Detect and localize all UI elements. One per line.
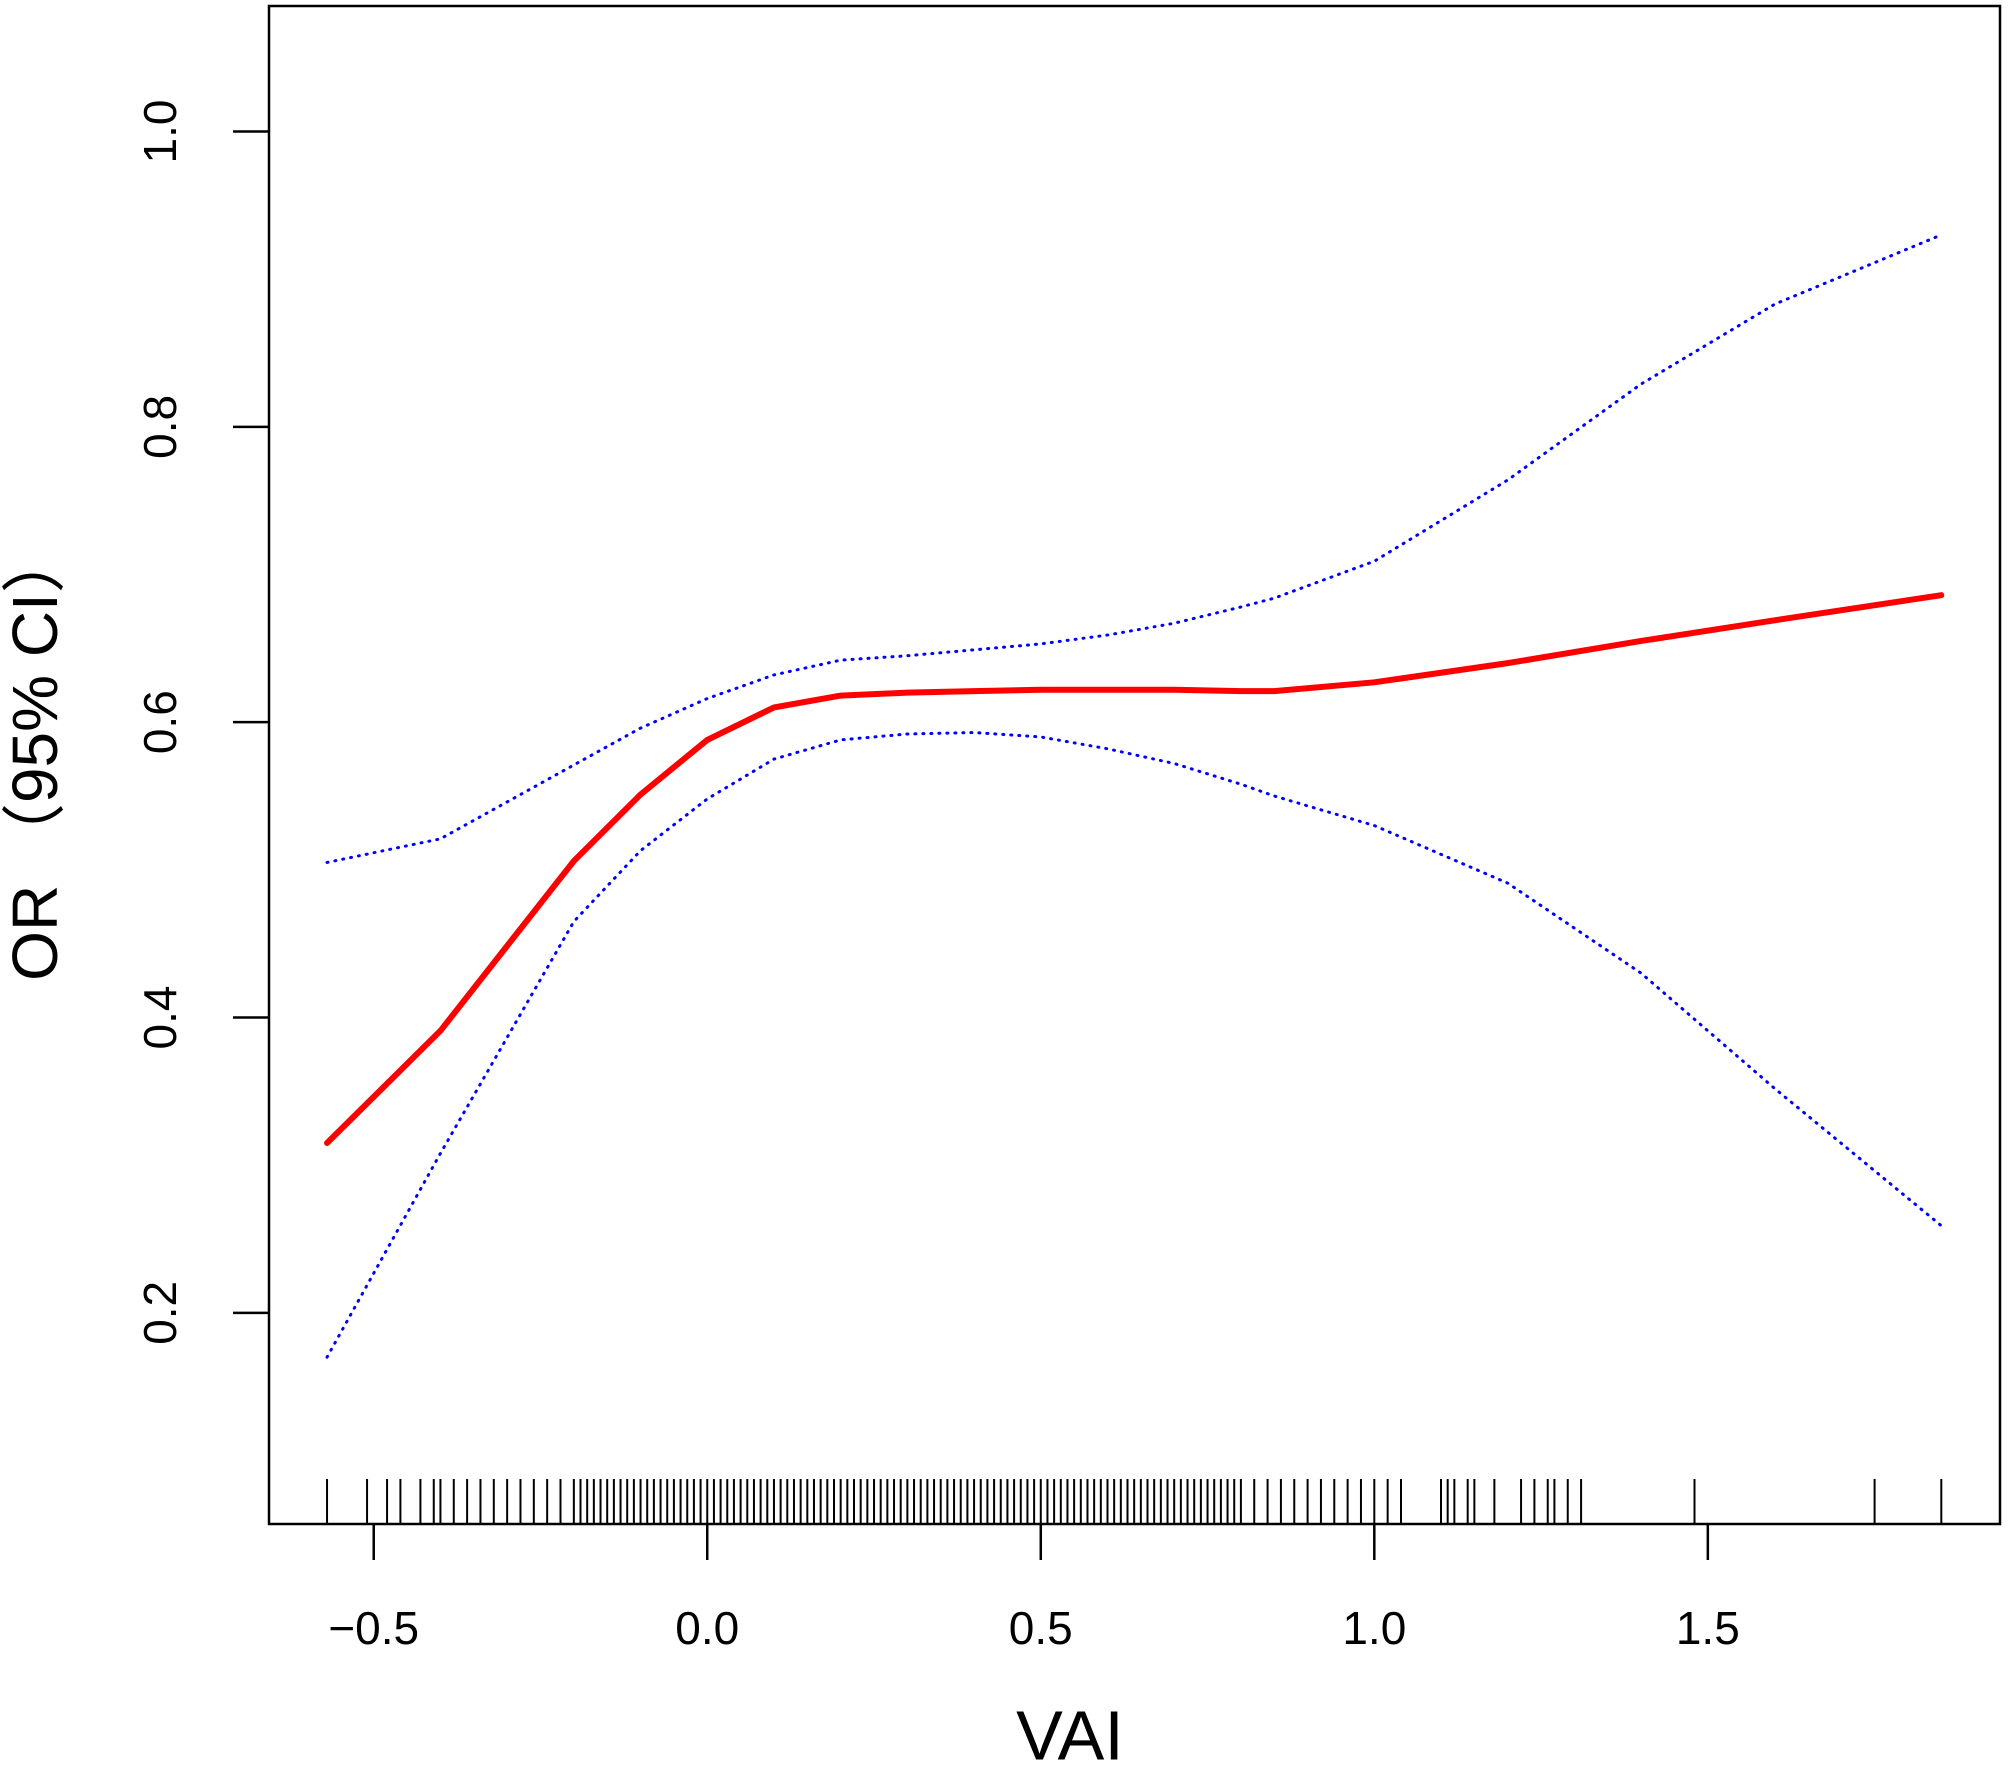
x-tick-label: −0.5	[328, 1602, 419, 1654]
y-axis-title: OR （95% CI）	[0, 529, 71, 981]
y-tick-label: 0.8	[134, 395, 186, 459]
y-tick-label: 1.0	[134, 100, 186, 164]
x-axis-title: VAI	[1016, 1696, 1124, 1774]
ci-line	[325, 731, 1943, 1359]
or-line	[324, 592, 1945, 1147]
x-tick-label: 1.0	[1342, 1602, 1406, 1654]
x-tick-label: 0.0	[675, 1602, 739, 1654]
ci-line	[325, 233, 1943, 864]
x-tick-label: 0.5	[1009, 1602, 1073, 1654]
plot-frame	[267, 4, 2002, 1526]
y-tick-label: 0.2	[134, 1281, 186, 1345]
x-tick-label: 1.5	[1676, 1602, 1740, 1654]
y-tick-label: 0.6	[134, 690, 186, 754]
y-tick-label: 0.4	[134, 986, 186, 1050]
